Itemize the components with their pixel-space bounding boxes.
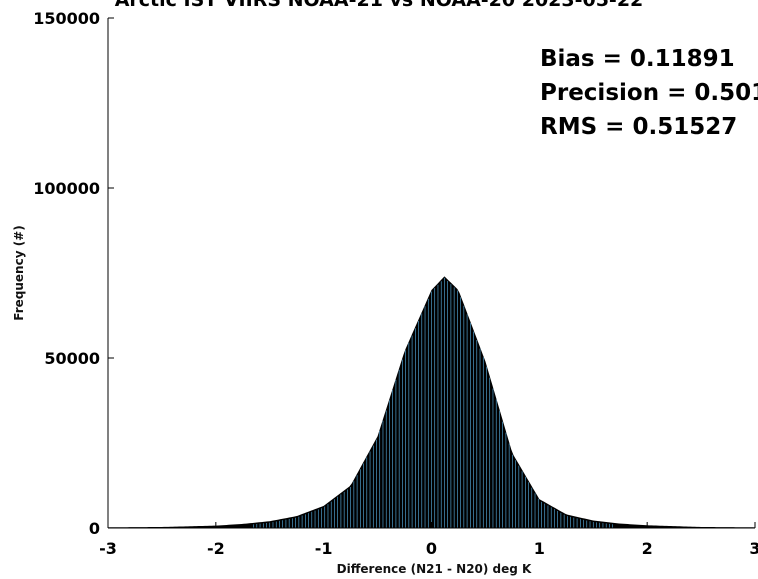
x-tick-label: 0 xyxy=(426,539,437,558)
y-tick-label: 50000 xyxy=(44,349,100,368)
x-tick-label: 1 xyxy=(534,539,545,558)
stats-box: Bias = 0.11891 Precision = 0.501 RMS = 0… xyxy=(540,42,758,144)
tick-labels: -3 -2 -1 0 1 2 3 0 50000 100000 150000 xyxy=(33,9,758,558)
x-tick-label: 3 xyxy=(749,539,758,558)
rms-stat: RMS = 0.51527 xyxy=(540,114,738,140)
y-axis-label: Frequency (#) xyxy=(12,225,26,321)
x-tick-label: -2 xyxy=(207,539,225,558)
y-tick-label: 100000 xyxy=(33,179,100,198)
y-tick-label: 150000 xyxy=(33,9,100,28)
y-tick-label: 0 xyxy=(89,519,100,538)
x-tick-label: 2 xyxy=(642,539,653,558)
histogram-bars xyxy=(108,276,755,528)
x-axis-label: Difference (N21 - N20) deg K xyxy=(336,562,532,576)
x-tick-label: -3 xyxy=(99,539,117,558)
precision-stat: Precision = 0.501 xyxy=(540,80,758,106)
bias-stat: Bias = 0.11891 xyxy=(540,46,735,72)
chart-title: Arctic IST VIIRS NOAA-21 vs NOAA-20 2023… xyxy=(114,0,644,11)
x-tick-label: -1 xyxy=(315,539,333,558)
